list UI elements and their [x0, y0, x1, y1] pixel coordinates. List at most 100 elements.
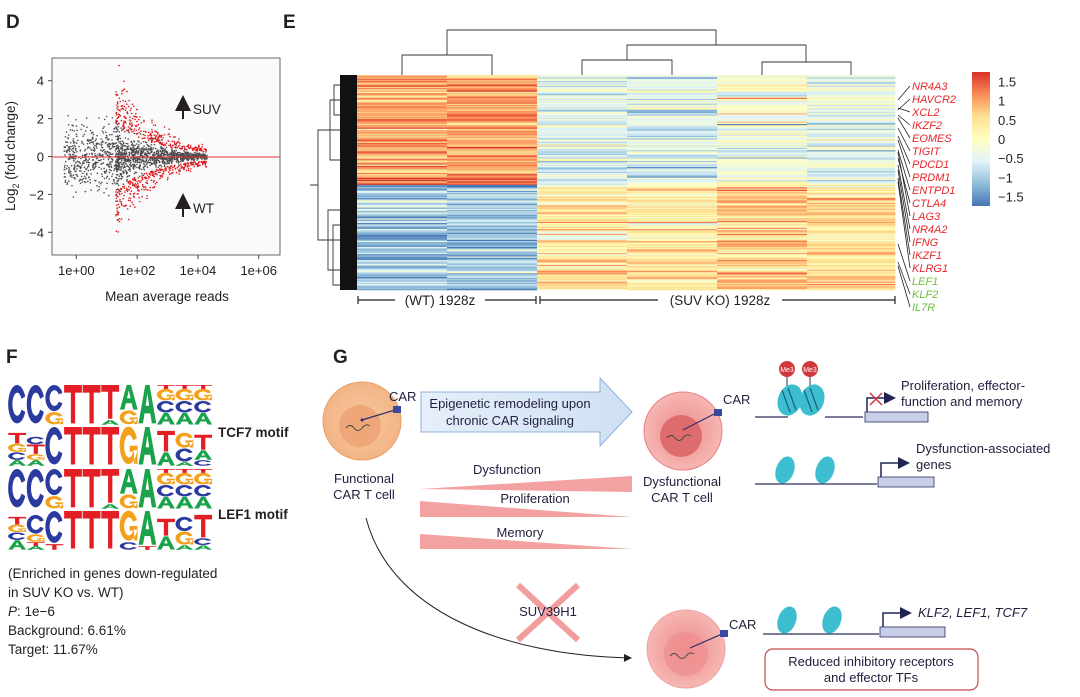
heatmap-cell	[357, 92, 448, 95]
heatmap-cell	[537, 250, 628, 253]
heatmap-cell	[717, 209, 808, 212]
heatmap-cell	[537, 189, 628, 192]
heatmap-cell	[627, 131, 718, 133]
ma-point	[84, 130, 87, 132]
heatmap-cell	[627, 266, 718, 268]
heatmap-cell	[357, 122, 448, 125]
ma-point-significant	[133, 196, 136, 198]
heatmap-cell	[717, 157, 808, 159]
heatmap-cell	[717, 279, 808, 281]
heatmap-cell	[357, 192, 448, 194]
ma-point-significant	[130, 120, 132, 122]
ma-point-significant	[129, 116, 131, 118]
ma-point	[95, 138, 97, 140]
heatmap-cell	[537, 98, 628, 101]
ma-point-significant	[131, 201, 133, 204]
heatmap-cell	[447, 230, 538, 232]
heatmap-cell	[357, 221, 448, 224]
heatmap-cell	[357, 134, 448, 137]
heatmap-cell	[537, 251, 628, 254]
ma-point	[111, 161, 113, 163]
heatmap-cell	[717, 250, 808, 253]
ma-point	[145, 160, 148, 163]
ma-point-significant	[122, 124, 125, 126]
heatmap-cell	[447, 256, 538, 259]
heatmap-cell	[717, 230, 808, 232]
motif-letter-G	[175, 531, 194, 545]
column-group-brackets	[357, 296, 896, 304]
heatmap-cell	[537, 89, 628, 91]
heatmap-cell	[537, 133, 628, 136]
heatmap-cell	[717, 162, 808, 164]
heatmap-cell	[717, 232, 808, 235]
ma-point	[115, 166, 117, 168]
heatmap-cell	[807, 153, 896, 156]
heatmap-cell	[447, 227, 538, 230]
ma-point-significant	[199, 164, 201, 167]
gene-label: CTLA4	[912, 198, 946, 210]
heatmap-cell	[807, 168, 896, 170]
ma-point	[162, 159, 165, 161]
heatmap-cell	[717, 235, 808, 237]
ma-point	[120, 161, 123, 163]
heatmap-cell	[537, 257, 628, 260]
ma-point	[98, 166, 100, 169]
heatmap-cell	[537, 270, 628, 273]
heatmap-cell	[807, 282, 896, 285]
ma-point	[120, 201, 123, 203]
motif-letter-G	[156, 472, 175, 485]
ma-point	[116, 169, 118, 172]
ma-point	[83, 125, 85, 127]
ma-point	[175, 161, 178, 163]
heatmap-cell	[717, 171, 808, 174]
ma-point-significant	[126, 129, 128, 132]
heatmap-cell	[447, 145, 538, 147]
heatmap-cell	[717, 182, 808, 184]
heatmap-cell	[537, 129, 628, 132]
heatmap-cell	[357, 140, 448, 143]
heatmap-cell	[717, 193, 808, 195]
heatmap-cell	[627, 261, 718, 263]
heatmap-cell	[537, 171, 628, 174]
ma-point	[169, 152, 171, 155]
ma-point	[160, 166, 163, 168]
ma-point	[111, 173, 114, 175]
heatmap-cell	[807, 77, 896, 79]
heatmap-cell	[537, 238, 628, 241]
ma-point	[101, 150, 104, 152]
heatmap-cell	[627, 260, 718, 262]
ma-point	[115, 160, 117, 162]
ma-point	[97, 159, 100, 162]
heatmap-cell	[537, 101, 628, 103]
ma-point	[151, 148, 154, 151]
ma-point-significant	[142, 185, 144, 188]
ma-point	[176, 157, 179, 159]
ma-point-significant	[126, 112, 128, 114]
heatmap-cell	[627, 215, 718, 218]
heatmap-cell	[447, 206, 538, 208]
heatmap-cell	[537, 77, 628, 79]
heatmap-cell	[627, 121, 718, 124]
heatmap-cell	[537, 200, 628, 202]
motif-letter-A	[26, 460, 45, 466]
ma-point-significant	[117, 102, 119, 105]
ma-point-significant	[150, 134, 153, 137]
heatmap-cell	[717, 88, 808, 90]
remodeling-line1: Epigenetic remodeling upon	[429, 396, 590, 411]
ma-point	[76, 174, 78, 176]
heatmap-cell	[717, 285, 808, 287]
heatmap-cell	[357, 180, 448, 182]
motif-letter-T	[64, 511, 82, 549]
ma-point	[176, 153, 179, 155]
ma-point-significant	[133, 130, 135, 132]
heatmap-cell	[717, 261, 808, 263]
heatmap-cell	[807, 270, 896, 273]
heatmap-cell	[447, 236, 538, 238]
ma-point-significant	[151, 121, 153, 124]
heatmap-cell	[627, 96, 718, 98]
heatmap-cell	[627, 249, 718, 251]
heatmap-cell	[537, 166, 628, 169]
ma-point	[71, 124, 73, 126]
heatmap-cell	[537, 227, 628, 230]
ma-point	[122, 153, 124, 156]
